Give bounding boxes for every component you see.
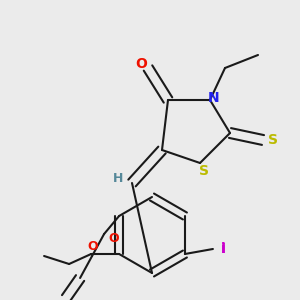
Text: S: S [199, 164, 209, 178]
Text: H: H [113, 172, 123, 185]
Text: i: i [220, 242, 225, 256]
Text: N: N [208, 91, 220, 105]
Text: O: O [88, 239, 98, 253]
Text: O: O [135, 57, 147, 71]
Text: S: S [268, 133, 278, 147]
Text: O: O [109, 232, 119, 244]
Text: I: I [220, 242, 226, 256]
